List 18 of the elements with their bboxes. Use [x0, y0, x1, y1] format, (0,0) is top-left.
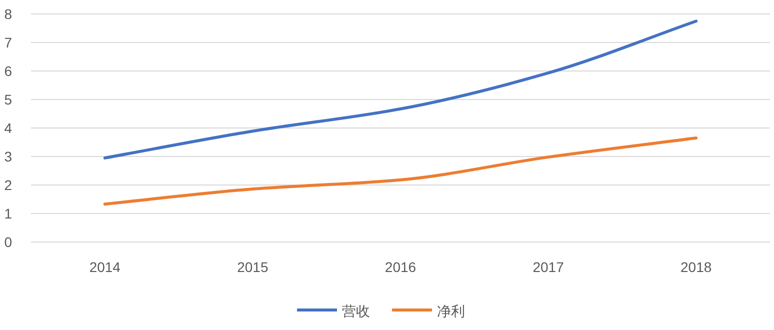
y-tick-label: 0 [4, 234, 12, 250]
x-tick-label: 2014 [89, 259, 121, 275]
y-tick-label: 1 [4, 206, 12, 222]
y-tick-label: 8 [4, 6, 12, 22]
legend-label: 营收 [342, 303, 370, 319]
y-tick-label: 2 [4, 177, 12, 193]
legend-label: 净利 [437, 303, 465, 319]
y-tick-label: 7 [4, 34, 12, 50]
line-series [103, 136, 698, 206]
y-tick-label: 4 [4, 120, 12, 136]
y-tick-label: 5 [4, 92, 12, 108]
line-series [103, 20, 698, 160]
x-tick-label: 2018 [680, 259, 712, 275]
x-tick-label: 2016 [384, 259, 416, 275]
y-tick-label: 6 [4, 63, 12, 79]
x-tick-label: 2017 [532, 259, 564, 275]
y-tick-label: 3 [4, 148, 12, 164]
x-tick-label: 2015 [237, 259, 268, 275]
